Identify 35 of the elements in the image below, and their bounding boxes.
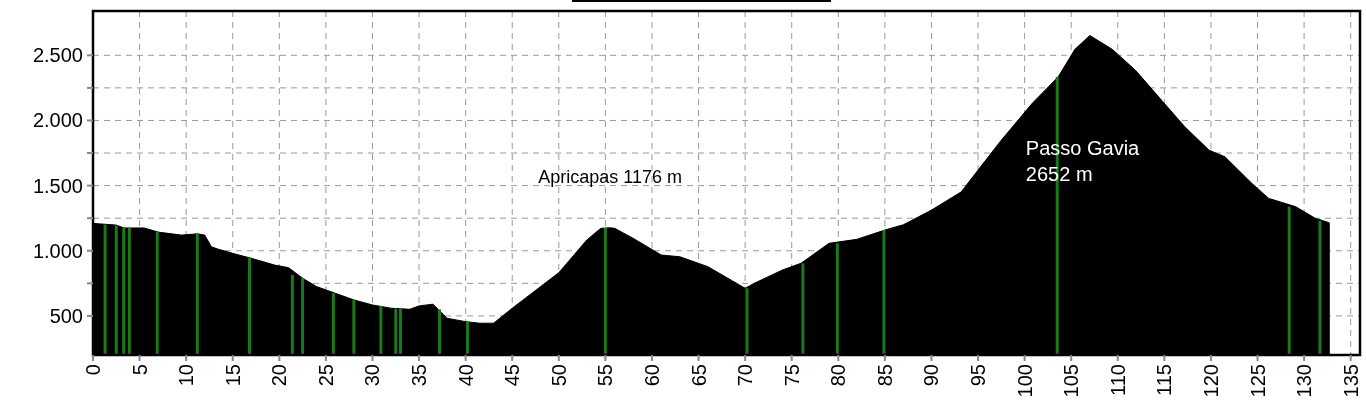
x-tick-label: 135: [1339, 364, 1362, 398]
x-tick-label: 0: [82, 364, 104, 376]
x-tick-label: 85: [873, 364, 896, 387]
annotation: Passo Gavia 2652 m: [1025, 137, 1141, 186]
x-tick-label: 105: [1060, 364, 1083, 398]
x-tick-label: 5: [128, 364, 151, 376]
y-tick-label: 2.500: [32, 44, 83, 67]
x-tick-label: 10: [175, 364, 198, 387]
x-tick-label: 70: [734, 364, 757, 387]
annotation: Apricapas 1176 m: [538, 166, 682, 187]
x-tick-label: 45: [501, 364, 524, 387]
x-tick-label: 95: [967, 364, 990, 387]
x-tick-label: 35: [408, 364, 431, 387]
x-tick-label: 55: [594, 364, 617, 387]
x-tick-label: 40: [454, 364, 477, 387]
x-tick-label: 80: [827, 364, 850, 387]
y-tick-label: 1.500: [32, 174, 83, 197]
x-tick-label: 60: [640, 364, 663, 387]
x-tick-label: 125: [1246, 364, 1269, 398]
x-tick-label: 25: [314, 364, 337, 387]
x-tick-label: 130: [1293, 364, 1316, 398]
x-tick-label: 65: [687, 364, 710, 387]
x-tick-label: 20: [268, 364, 291, 387]
y-tick-label: 2.000: [32, 109, 83, 132]
x-tick-label: 50: [547, 364, 570, 387]
x-tick-label: 75: [780, 364, 803, 387]
y-tick-label: 1.000: [32, 239, 83, 262]
x-tick-label: 100: [1013, 364, 1036, 398]
x-tick-label: 120: [1199, 364, 1222, 398]
x-tick-label: 110: [1106, 364, 1129, 396]
x-tick-label: 90: [920, 364, 943, 387]
y-tick-label: 500: [49, 304, 83, 327]
x-tick-label: 30: [361, 364, 384, 387]
x-tick-label: 15: [221, 364, 244, 387]
x-tick-label: 115: [1153, 364, 1176, 396]
